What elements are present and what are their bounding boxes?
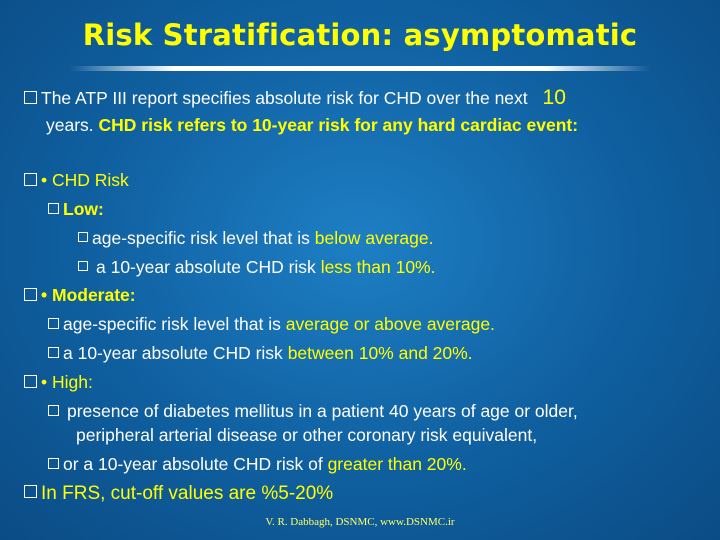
chd-risk-heading: • CHD Risk xyxy=(24,169,129,191)
moderate-item-2-text: a 10-year absolute CHD risk xyxy=(63,343,283,363)
intro-text-a: The ATP III report specifies absolute ri… xyxy=(41,88,528,108)
bullet-box-icon xyxy=(24,172,37,186)
high-item-1-line-2: peripheral arterial disease or other cor… xyxy=(76,425,538,445)
high-item-1-line-1: presence of diabetes mellitus in a patie… xyxy=(67,401,578,421)
low-item-1: age-specific risk level that is below av… xyxy=(78,227,433,249)
low-item-2-highlight: less than 10%. xyxy=(320,257,436,277)
moderate-item-2-highlight: between 10% and 20%. xyxy=(287,343,473,363)
bullet-box-icon xyxy=(24,485,37,499)
frs-text: In FRS, cut-off values are %5-20% xyxy=(41,483,334,504)
high-label: • High: xyxy=(41,372,93,392)
high-item-2-text: or a 10-year absolute CHD risk of xyxy=(63,454,323,474)
bullet-box-icon xyxy=(24,287,37,301)
moderate-item-1-text: age-specific risk level that is xyxy=(63,314,281,334)
moderate-item-1: age-specific risk level that is average … xyxy=(48,313,495,335)
bullet-box-icon xyxy=(24,90,37,104)
low-item-1-highlight: below average. xyxy=(314,228,434,248)
bullet-box-icon xyxy=(24,374,37,388)
bullet-box-icon xyxy=(48,202,59,214)
moderate-heading: • Moderate: xyxy=(24,284,136,306)
bullet-box-icon xyxy=(48,346,59,358)
high-item-1: presence of diabetes mellitus in a patie… xyxy=(48,400,578,422)
high-heading: • High: xyxy=(24,371,93,393)
intro-number: 10 xyxy=(542,86,566,109)
high-item-2-highlight: greater than 20%. xyxy=(327,454,467,474)
bullet-box-icon xyxy=(48,317,59,329)
slide-title: Risk Stratification: asymptomatic xyxy=(82,18,638,52)
intro-line-1: The ATP III report specifies absolute ri… xyxy=(24,87,566,109)
low-heading: Low: xyxy=(48,198,104,220)
moderate-item-1-highlight: average or above average. xyxy=(285,314,495,334)
bullet-box-icon xyxy=(78,232,88,243)
low-item-2: a 10-year absolute CHD risk less than 10… xyxy=(78,256,435,278)
intro-text-b: years. xyxy=(46,115,94,135)
bullet-box-icon xyxy=(48,404,59,416)
moderate-label: • Moderate: xyxy=(41,285,136,305)
intro-line-2: years. CHD risk refers to 10-year risk f… xyxy=(46,114,578,136)
chd-risk-label: • CHD Risk xyxy=(41,170,129,190)
high-item-1-continued: peripheral arterial disease or other cor… xyxy=(76,424,537,446)
moderate-item-2: a 10-year absolute CHD risk between 10% … xyxy=(48,342,473,364)
low-label: Low: xyxy=(63,199,104,219)
intro-text-c: CHD risk refers to 10-year risk for any … xyxy=(98,115,579,135)
frs-line: In FRS, cut-off values are %5-20% xyxy=(24,483,333,505)
title-underline xyxy=(70,66,650,71)
bullet-box-icon xyxy=(78,261,88,272)
bullet-box-icon xyxy=(48,457,59,469)
low-item-2-text: a 10-year absolute CHD risk xyxy=(96,257,316,277)
low-item-1-text: age-specific risk level that is xyxy=(92,228,310,248)
footer-credit: V. R. Dabbagh, DSNMC, www.DSNMC.ir xyxy=(265,516,455,528)
high-item-2: or a 10-year absolute CHD risk of greate… xyxy=(48,453,467,475)
